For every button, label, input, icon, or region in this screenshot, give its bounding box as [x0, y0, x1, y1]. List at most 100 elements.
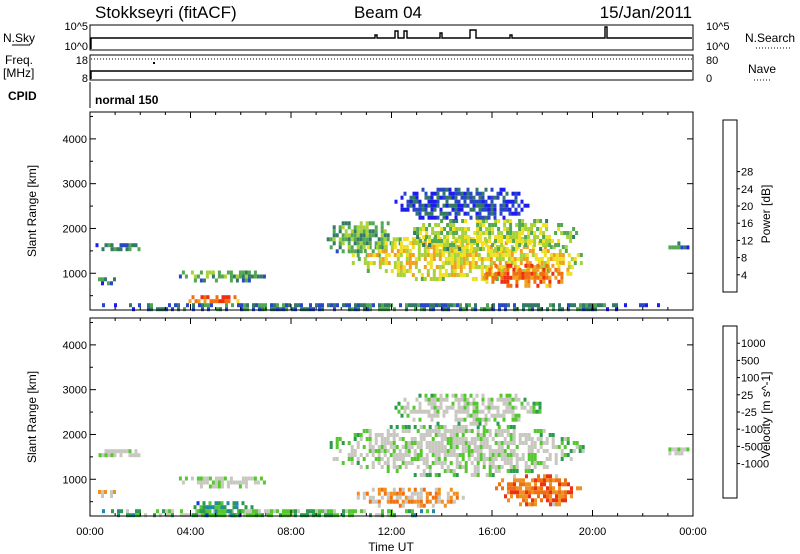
velocity-cell — [452, 499, 456, 504]
velocity-cell — [503, 453, 507, 457]
velocity-cell — [255, 513, 258, 518]
power-cell — [515, 223, 519, 227]
x-tick-labels: 00:00 04:00 08:00 12:00 16:00 20:00 00:00 — [76, 526, 707, 538]
power-cell — [477, 257, 481, 261]
power-cell — [362, 229, 366, 234]
power-cell — [403, 207, 407, 212]
velocity-cell — [128, 449, 132, 454]
power-cell — [588, 307, 591, 312]
power-cell — [519, 253, 523, 257]
velocity-cell — [113, 449, 117, 454]
velocity-cell — [455, 445, 459, 449]
power-cell — [444, 269, 448, 273]
power-cell — [506, 283, 510, 288]
velocity-cell — [524, 465, 528, 469]
power-cell — [433, 207, 437, 212]
velocity-cell — [452, 491, 456, 496]
velocity-cell — [336, 513, 339, 518]
velocity-cell — [425, 441, 429, 445]
velocity-cell — [437, 425, 441, 429]
velocity-cell — [525, 482, 528, 487]
power-cell — [512, 239, 516, 243]
velocity-cell — [516, 494, 519, 499]
power-cell — [303, 307, 306, 312]
velocity-cell — [321, 509, 324, 514]
power-cell — [450, 269, 454, 273]
velocity-cell — [144, 513, 147, 518]
power-cell — [548, 275, 552, 280]
velocity-cell — [443, 433, 447, 437]
power-cell — [412, 191, 416, 196]
power-cell — [557, 267, 561, 272]
power-cell — [429, 245, 433, 249]
power-cell — [420, 273, 424, 277]
velocity-cell — [413, 449, 417, 453]
power-cell — [512, 275, 516, 280]
velocity-cell — [457, 397, 461, 402]
velocity-cell — [549, 498, 552, 503]
power-cell — [468, 269, 472, 273]
velocity-cell — [386, 495, 390, 500]
velocity-cell — [264, 509, 267, 514]
power-cell — [174, 303, 177, 308]
velocity-cell — [461, 425, 465, 429]
velocity-cell — [422, 437, 426, 441]
velocity-cell — [369, 513, 372, 518]
velocity-cell — [512, 441, 516, 445]
power-cell — [539, 275, 543, 280]
velocity-cell — [525, 490, 528, 495]
power-colorbar-label: Power [dB] — [759, 185, 773, 244]
power-cell — [450, 253, 454, 257]
power-cell — [498, 253, 502, 257]
power-cell — [405, 261, 409, 265]
velocity-cell — [407, 429, 411, 433]
velocity-cell — [267, 509, 270, 514]
velocity-cell — [494, 429, 498, 433]
velocity-cell — [419, 457, 423, 461]
power-cell — [489, 257, 493, 261]
velocity-cell — [530, 449, 534, 453]
power-cell — [530, 239, 534, 243]
power-cell — [366, 245, 370, 249]
velocity-cell — [458, 453, 462, 457]
power-cell — [366, 253, 370, 257]
power-cell — [396, 253, 400, 257]
velocity-cell — [546, 474, 549, 479]
power-cell — [542, 235, 546, 239]
power-cell — [406, 207, 410, 212]
power-cell — [368, 229, 372, 234]
velocity-cell — [500, 465, 504, 469]
power-cell — [438, 269, 442, 273]
power-cell — [430, 207, 434, 212]
power-cell — [502, 195, 506, 200]
velocity-cell — [217, 480, 221, 485]
power-cell — [560, 271, 564, 276]
power-cell — [492, 273, 496, 277]
velocity-colorbar-tick-label: 1000 — [741, 338, 765, 350]
power-cell — [451, 207, 455, 212]
velocity-cell — [515, 465, 519, 469]
velocity-cell — [291, 509, 294, 514]
velocity-cell — [522, 494, 525, 499]
velocity-cell — [478, 409, 482, 414]
velocity-cell — [214, 501, 218, 506]
power-cell — [462, 257, 466, 261]
power-colorbar-tick-label: 8 — [741, 253, 747, 265]
power-cell — [341, 241, 345, 246]
power-cell — [384, 257, 388, 261]
power-cell — [439, 207, 443, 212]
power-cell — [549, 257, 553, 261]
velocity-cell — [205, 480, 209, 485]
velocity-cell — [554, 453, 558, 457]
power-cell — [318, 307, 321, 312]
power-cell — [494, 263, 498, 268]
velocity-cell — [457, 421, 461, 426]
power-cell — [554, 243, 558, 247]
power-cell — [522, 303, 525, 308]
power-cell — [548, 235, 552, 239]
velocity-cell — [395, 453, 399, 457]
power-cell — [375, 245, 379, 249]
velocity-cell — [530, 469, 534, 473]
velocity-cell — [564, 494, 567, 499]
power-cell — [454, 191, 458, 196]
